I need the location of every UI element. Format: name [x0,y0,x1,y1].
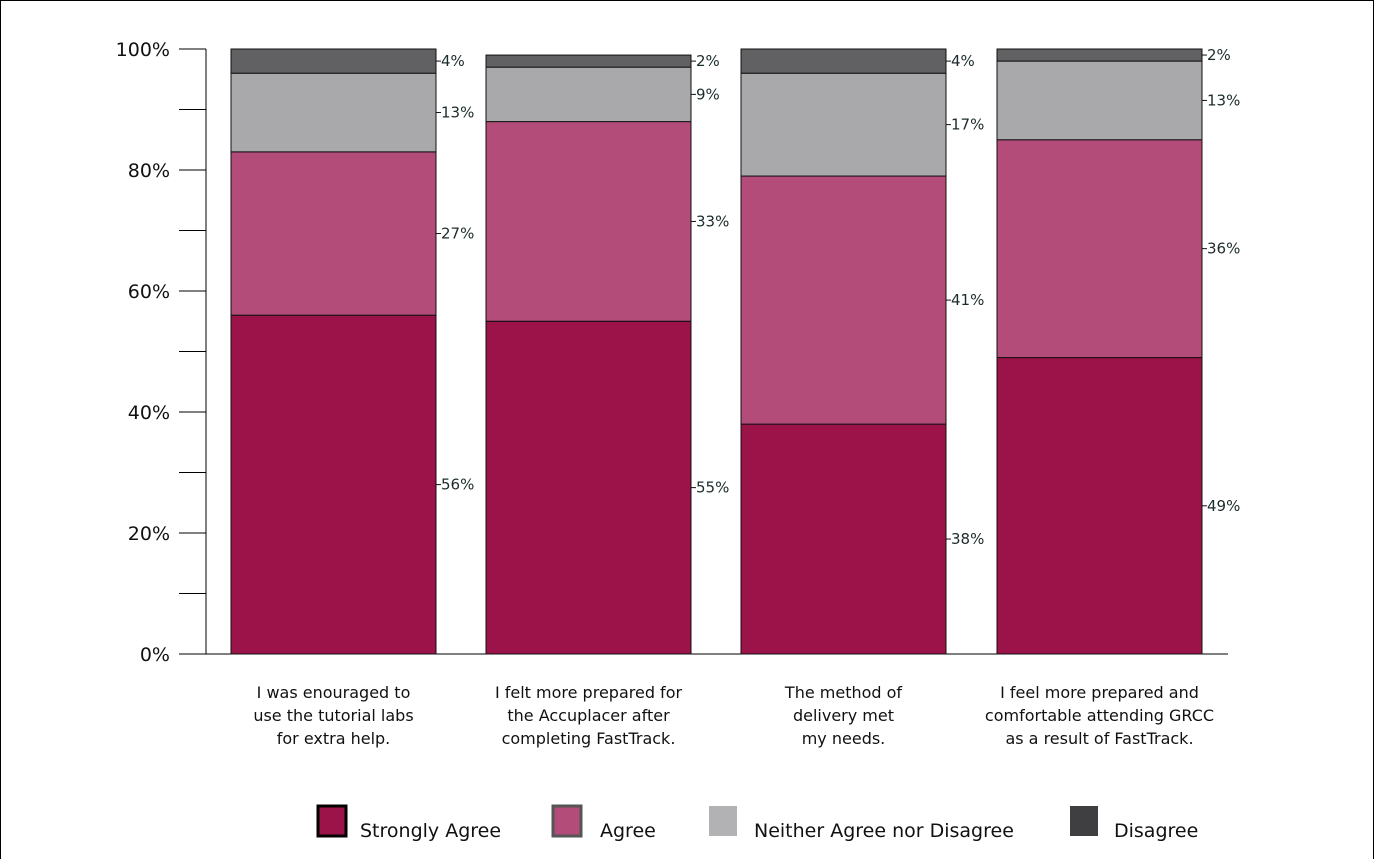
y-tick-label: 80% [128,160,170,182]
bar-segment [230,314,437,655]
category-label: as a result of FastTrack. [1005,729,1193,748]
category-label: my needs. [802,729,886,748]
bar-segment [485,121,692,322]
legend-label: Disagree [1114,820,1198,842]
bar-segment [230,151,437,316]
bar-segment [740,72,947,177]
data-label: 9% [696,85,720,103]
bar-segment [485,320,692,655]
data-label: 41% [951,291,984,309]
category-label: I feel more prepared and [1000,683,1199,702]
category-label: The method of [784,683,903,702]
bar-segment [996,60,1203,141]
bar-segment [230,72,437,153]
bar-segment [485,54,692,68]
bar-segment [740,423,947,655]
y-tick-label: 40% [128,402,170,424]
data-label: 2% [1207,46,1231,64]
data-label: 4% [441,52,465,70]
data-label: 17% [951,116,984,134]
bar-segment [996,139,1203,359]
legend-label: Strongly Agree [360,820,501,842]
category-label: use the tutorial labs [253,706,413,725]
bar-segment [230,48,437,74]
data-label: 36% [1207,240,1240,258]
legend-swatch [709,806,737,836]
data-label: 55% [696,479,729,497]
data-label: 38% [951,530,984,548]
category-label: the Accuplacer after [507,706,670,725]
legend-label: Neither Agree nor Disagree [754,820,1014,842]
data-label: 13% [441,104,474,122]
category-label: comfortable attending GRCC [985,706,1214,725]
data-label: 13% [1207,91,1240,109]
data-label: 49% [1207,497,1240,515]
category-label: for extra help. [277,729,391,748]
category-label: I was enouraged to [257,683,411,702]
category-label: completing FastTrack. [502,729,676,748]
category-label: delivery met [793,706,894,725]
y-tick-label: 20% [128,523,170,545]
data-label: 33% [696,212,729,230]
legend-label: Agree [600,820,656,842]
data-label: 56% [441,476,474,494]
data-label: 27% [441,225,474,243]
bar-segment [740,175,947,425]
bar-segment [996,48,1203,62]
category-label: I felt more prepared for [495,683,683,702]
legend-swatch [551,804,583,838]
y-tick-label: 60% [128,281,170,303]
bar-segment [740,48,947,74]
legend-swatch [316,804,348,838]
legend-swatch [1070,806,1098,836]
bar-segment [485,66,692,123]
data-label: 4% [951,52,975,70]
bar-segment [996,357,1203,655]
data-label: 2% [696,52,720,70]
y-tick-label: 0% [140,644,170,666]
y-tick-label: 100% [116,39,170,61]
